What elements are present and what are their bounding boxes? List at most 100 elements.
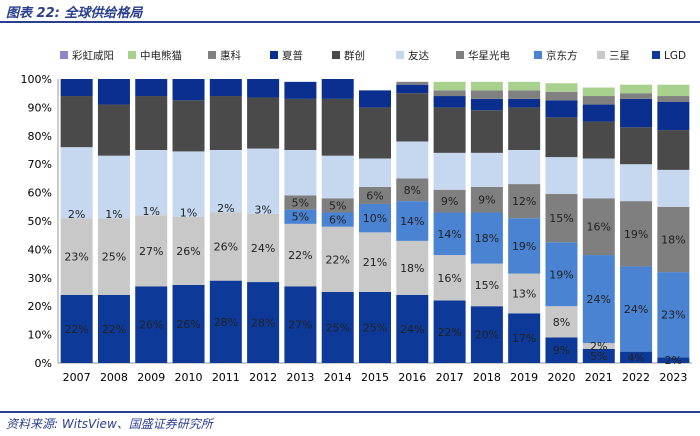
x-tick-label: 2011 — [212, 371, 240, 384]
legend-swatch — [396, 51, 404, 59]
legend-label: 华星光电 — [468, 49, 510, 62]
x-tick-label: 2018 — [473, 371, 501, 384]
data-label: 27% — [139, 245, 163, 258]
x-tick-label: 2008 — [100, 371, 128, 384]
bar-segment — [135, 96, 168, 150]
data-label: 9% — [553, 344, 570, 357]
bar-segment — [359, 186, 391, 204]
bar-segment — [209, 150, 242, 213]
data-label: 5% — [590, 350, 607, 363]
x-tick-label: 2007 — [63, 371, 91, 384]
data-label: 25% — [363, 322, 387, 335]
bar-segment — [284, 195, 317, 210]
y-tick-label: 50% — [28, 215, 52, 228]
data-label: 14% — [400, 215, 424, 228]
bar-segment — [209, 79, 242, 97]
legend-swatch — [332, 51, 340, 59]
x-tick-label: 2019 — [510, 371, 538, 384]
bar-segment — [433, 255, 466, 301]
x-tick-label: 2017 — [436, 371, 464, 384]
data-label: 22% — [288, 249, 312, 262]
data-label: 9% — [478, 194, 495, 207]
bar-segment — [247, 213, 280, 283]
bar-segment — [508, 98, 541, 108]
data-label: 6% — [366, 189, 383, 202]
data-label: 1% — [143, 205, 160, 218]
data-label: 5% — [292, 197, 309, 210]
bar-segment — [359, 232, 391, 292]
data-label: 17% — [512, 332, 536, 345]
data-label: 19% — [549, 268, 573, 281]
data-label: 24% — [587, 293, 611, 306]
bar-segment — [433, 300, 466, 363]
bar-segment — [657, 206, 690, 273]
bar-segment — [97, 294, 130, 363]
bar-segment — [209, 280, 242, 363]
data-label: 26% — [176, 245, 200, 258]
bar-segment — [396, 93, 429, 142]
bar-segment — [620, 127, 653, 165]
x-tick-label: 2015 — [361, 371, 389, 384]
legend-swatch — [270, 51, 278, 59]
legend-label: 夏普 — [282, 49, 303, 62]
data-label: 28% — [214, 316, 238, 329]
bar-segment — [470, 90, 503, 99]
legend-swatch — [208, 51, 216, 59]
bar-segment — [582, 348, 615, 363]
data-label: 16% — [437, 272, 461, 285]
bar-segment — [433, 90, 466, 97]
x-tick-label: 2023 — [659, 371, 687, 384]
data-label: 27% — [288, 319, 312, 332]
data-label: 10% — [363, 212, 387, 225]
bar-segment — [284, 98, 317, 150]
bar-segment — [470, 98, 503, 111]
legend-label: 群创 — [344, 49, 365, 62]
legend-label: 彩虹咸阳 — [72, 50, 114, 62]
bar-segment — [172, 284, 205, 363]
data-label: 18% — [475, 232, 499, 245]
bar-segment — [172, 151, 205, 217]
data-label: 19% — [624, 228, 648, 241]
bar-segment — [321, 98, 354, 156]
bar-segment — [433, 107, 466, 153]
data-label: 25% — [325, 322, 349, 335]
legend-swatch — [534, 51, 542, 59]
data-label: 23% — [661, 309, 685, 322]
bar-segment — [135, 215, 168, 287]
bar-segment — [97, 79, 130, 105]
data-label: 14% — [437, 228, 461, 241]
title-rule — [0, 21, 700, 23]
data-label: 22% — [325, 253, 349, 266]
data-label: 2% — [665, 354, 682, 367]
bar-segment — [545, 117, 578, 158]
bar-segment — [508, 81, 541, 91]
y-tick-label: 40% — [28, 243, 52, 256]
bar-segment — [620, 98, 653, 128]
bar-segment — [321, 226, 354, 292]
bar-segment — [470, 152, 503, 187]
data-label: 13% — [512, 287, 536, 300]
bar-segment — [508, 107, 541, 150]
bar-segment — [359, 107, 391, 159]
data-label: 3% — [254, 204, 271, 217]
bar-segment — [359, 292, 391, 363]
bar-segment — [545, 83, 578, 92]
bar-segment — [359, 158, 391, 187]
x-tick-label: 2013 — [286, 371, 314, 384]
bar-segment — [396, 84, 429, 94]
y-tick-label: 60% — [28, 187, 52, 200]
x-tick-label: 2010 — [175, 371, 203, 384]
bar-segment — [172, 79, 205, 101]
legend-label: 京东方 — [546, 49, 578, 62]
y-tick-label: 80% — [28, 130, 52, 143]
legend-swatch — [652, 51, 660, 59]
bar-segment — [508, 184, 541, 219]
bar-segment — [60, 79, 93, 97]
bar-segment — [359, 90, 391, 108]
data-label: 18% — [400, 262, 424, 275]
bar-segment — [545, 100, 578, 118]
source-note: 资料来源: WitsView、国盛证券研究所 — [6, 417, 213, 431]
y-tick-label: 30% — [28, 272, 52, 285]
bar-segment — [60, 294, 93, 363]
bar-segment — [60, 218, 93, 295]
